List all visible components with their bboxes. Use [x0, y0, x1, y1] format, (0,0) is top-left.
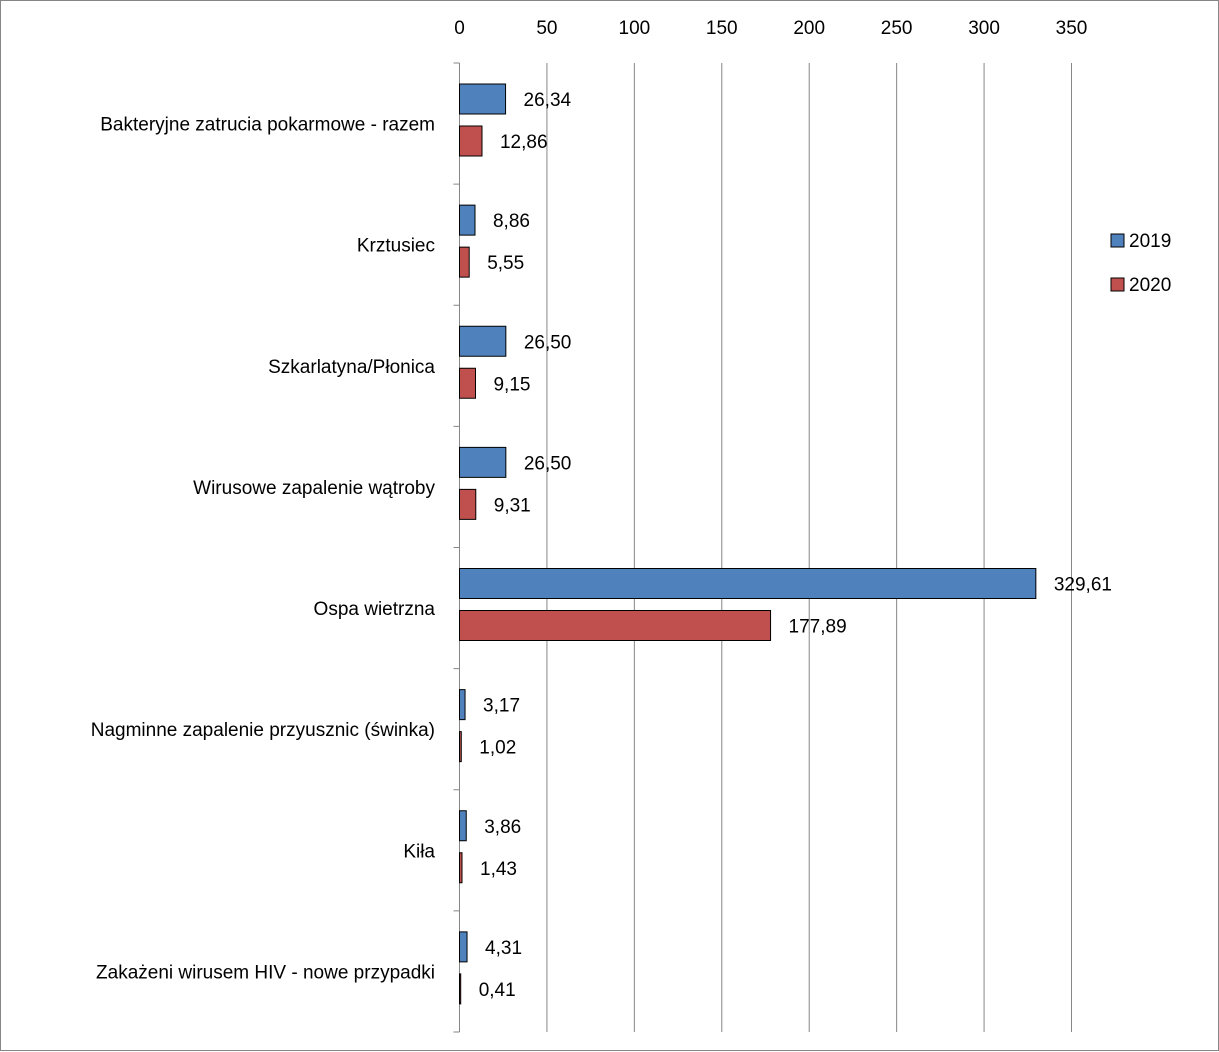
data-label: 0,41 — [479, 980, 516, 1001]
x-tick-label: 300 — [968, 18, 1000, 39]
category-label: Zakażeni wirusem HIV - nowe przypadki — [96, 962, 435, 983]
data-label: 9,15 — [493, 374, 530, 395]
bar-2019 — [459, 446, 507, 478]
legend-swatch-2019 — [1110, 233, 1125, 248]
x-tick-label: 200 — [793, 18, 825, 39]
category-label: Kiła — [403, 841, 435, 862]
x-tick-label: 100 — [619, 18, 651, 39]
bar-2020 — [459, 367, 476, 399]
legend: 2019 2020 — [1110, 231, 1171, 296]
data-label: 329,61 — [1054, 575, 1112, 596]
bar-2020 — [459, 125, 483, 157]
data-label: 1,43 — [480, 859, 517, 880]
bar-2019 — [459, 83, 507, 115]
data-label: 8,86 — [493, 211, 530, 232]
category-label: Szkarlatyna/Płonica — [268, 357, 435, 378]
x-tick-label: 50 — [536, 18, 557, 39]
bar-2019 — [459, 689, 466, 721]
data-label: 1,02 — [479, 738, 516, 759]
data-label: 3,17 — [483, 696, 520, 717]
data-label: 26,50 — [524, 453, 572, 474]
bar-2020 — [459, 973, 462, 1005]
x-tick-label: 250 — [881, 18, 913, 39]
bar-2020 — [459, 488, 477, 520]
bar-2019 — [459, 325, 507, 357]
data-label: 177,89 — [789, 617, 847, 638]
data-label: 9,31 — [494, 495, 531, 516]
x-tick-label: 350 — [1056, 18, 1088, 39]
data-label: 3,86 — [484, 817, 521, 838]
bar-2020 — [459, 731, 462, 763]
category-label: Krztusiec — [357, 236, 435, 257]
legend-swatch-2020 — [1110, 277, 1125, 292]
data-label: 5,55 — [487, 253, 524, 274]
legend-label: 2019 — [1129, 231, 1171, 252]
bar-2020 — [459, 610, 772, 641]
bar-2019 — [459, 810, 467, 842]
category-label: Nagminne zapalenie przyusznic (świnka) — [91, 720, 435, 741]
legend-label: 2020 — [1129, 275, 1171, 296]
bar-2019 — [459, 204, 476, 236]
x-tick-label: 0 — [454, 18, 465, 39]
category-label: Wirusowe zapalenie wątroby — [193, 478, 435, 499]
category-label: Bakteryjne zatrucia pokarmowe - razem — [100, 115, 435, 136]
data-label: 12,86 — [500, 132, 548, 153]
bar-2020 — [459, 246, 470, 278]
bar-2019 — [459, 931, 468, 963]
data-label: 26,34 — [524, 90, 572, 111]
data-label: 4,31 — [485, 938, 522, 959]
category-label: Ospa wietrzna — [314, 599, 436, 620]
bar-2019 — [459, 568, 1037, 599]
data-label: 26,50 — [524, 332, 572, 353]
bar-2020 — [459, 852, 463, 884]
x-tick-label: 150 — [706, 18, 738, 39]
